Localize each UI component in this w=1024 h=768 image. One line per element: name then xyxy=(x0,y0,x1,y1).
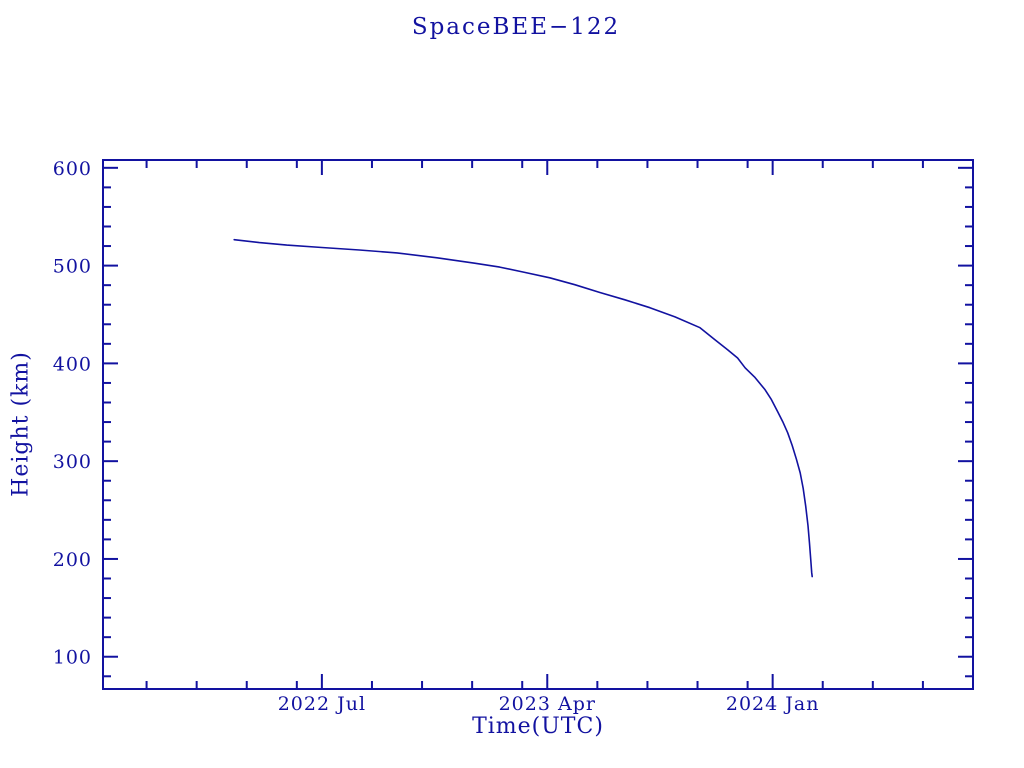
y-tick-label: 300 xyxy=(53,451,92,473)
y-tick-label: 200 xyxy=(53,549,92,571)
x-tick-label: 2024 Jan xyxy=(726,693,820,715)
y-tick-label: 600 xyxy=(53,158,92,180)
y-tick-label: 100 xyxy=(53,647,92,669)
x-axis-label: Time(UTC) xyxy=(472,714,604,739)
height-decay-curve xyxy=(233,238,814,578)
chart-title: SpaceBEE−122 xyxy=(411,14,621,40)
y-axis-label: Height (km) xyxy=(8,351,34,497)
y-tick-label: 500 xyxy=(53,256,92,278)
plot-frame xyxy=(102,159,974,690)
y-tick-label: 400 xyxy=(53,353,92,375)
x-tick-label: 2022 Jul xyxy=(278,693,366,715)
x-tick-label: 2023 Apr xyxy=(499,693,596,715)
